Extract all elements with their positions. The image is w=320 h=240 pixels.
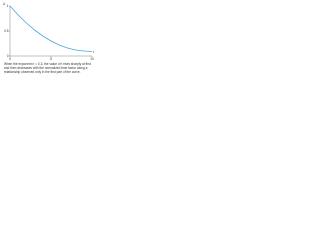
chart: U t 00.510 5 10	[3, 2, 94, 61]
caption: When the exponent n = 0.3, the value of …	[4, 62, 91, 74]
x-axis-label: t	[93, 50, 94, 54]
y-tick-label: 0.5	[4, 29, 9, 33]
y-axis-label: U	[3, 2, 6, 6]
page: {"chart_data": {"type": "line", "x_label…	[0, 0, 100, 83]
y-tick-label: 0	[7, 54, 9, 58]
y-tick-label: 1	[7, 4, 9, 8]
x-tick-label: 10	[90, 57, 94, 61]
x-tick-label: 5	[50, 57, 52, 61]
x-tick-label: 0	[9, 57, 11, 61]
line-series	[9, 5, 93, 52]
